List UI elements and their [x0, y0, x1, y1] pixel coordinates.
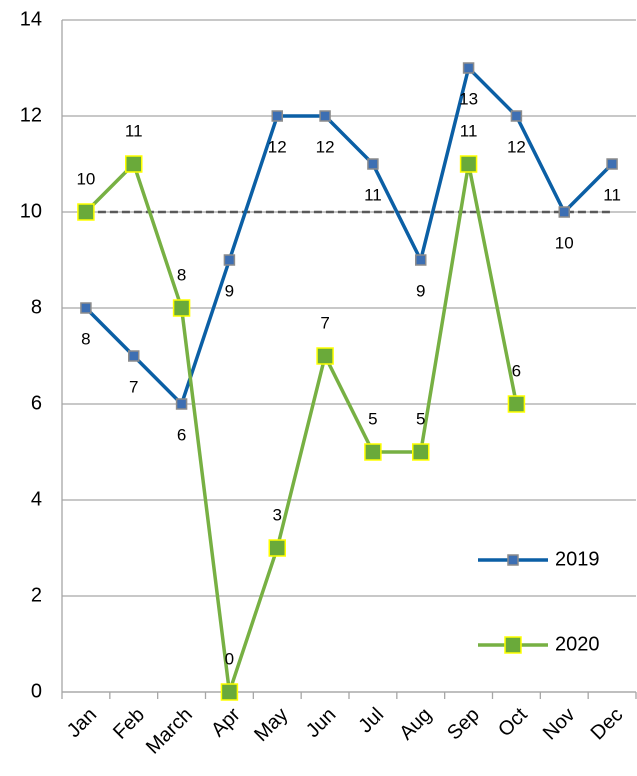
legend-label: 2019	[555, 548, 600, 570]
series-line	[84, 64, 614, 408]
marker	[459, 155, 478, 173]
marker	[415, 254, 427, 266]
data-label: 12	[268, 137, 287, 156]
marker	[606, 158, 618, 170]
data-label: 13	[459, 89, 478, 108]
legend-marker	[504, 636, 522, 654]
data-label: 7	[129, 377, 138, 396]
y-tick-label: 14	[20, 8, 42, 30]
x-tick-label: Oct	[494, 703, 532, 741]
marker	[172, 299, 191, 317]
x-tick-label: Aug	[395, 704, 436, 745]
data-label: 11	[125, 121, 143, 140]
y-tick-label: 10	[20, 200, 42, 222]
x-tick-label: Jun	[302, 704, 340, 742]
legend-label: 2020	[555, 633, 600, 655]
data-label: 9	[416, 281, 425, 300]
y-tick-label: 6	[31, 392, 42, 414]
data-label: 9	[225, 281, 234, 300]
y-tick-label: 0	[31, 680, 42, 702]
marker	[223, 254, 236, 266]
legend-marker	[507, 554, 519, 566]
x-tick-label: Feb	[109, 704, 149, 744]
marker	[77, 203, 95, 221]
data-label: 12	[316, 137, 335, 156]
data-label: 12	[507, 137, 526, 156]
data-label: 10	[555, 233, 574, 252]
x-tick-label: Dec	[587, 704, 628, 745]
marker	[412, 443, 430, 461]
marker	[128, 350, 140, 362]
data-label: 3	[273, 505, 282, 524]
x-tick-label: Sep	[443, 704, 484, 745]
x-tick-label: Jan	[63, 704, 101, 742]
data-label: 5	[368, 409, 377, 428]
x-tick-label: March	[142, 704, 197, 759]
marker	[319, 110, 331, 122]
marker	[220, 683, 239, 701]
y-tick-label: 4	[31, 488, 42, 510]
data-label: 0	[225, 649, 234, 668]
series-line	[84, 160, 519, 693]
x-tick-label: Jul	[355, 704, 389, 738]
marker	[507, 395, 526, 413]
marker	[268, 539, 286, 557]
x-tick-label: Nov	[539, 704, 580, 745]
marker	[367, 158, 379, 170]
y-tick-label: 2	[31, 584, 42, 606]
data-label: 11	[603, 185, 621, 204]
data-label: 11	[460, 121, 478, 140]
x-tick-label: May	[250, 704, 292, 746]
data-label: 11	[364, 185, 382, 204]
marker	[558, 206, 570, 218]
y-tick-label: 12	[20, 104, 42, 126]
x-tick-label: Apr	[207, 703, 245, 741]
marker	[364, 443, 382, 461]
marker	[80, 302, 92, 314]
marker	[125, 155, 143, 173]
data-label: 6	[177, 425, 186, 444]
data-label: 7	[320, 313, 329, 332]
marker	[510, 110, 523, 122]
marker	[271, 110, 283, 122]
y-tick-label: 8	[31, 296, 42, 318]
data-label: 6	[512, 361, 521, 380]
marker	[316, 347, 334, 365]
marker	[175, 398, 188, 410]
marker	[462, 62, 475, 74]
data-label: 5	[416, 409, 425, 428]
data-label: 10	[76, 169, 95, 188]
data-label: 8	[81, 329, 90, 348]
data-label: 8	[177, 265, 186, 284]
